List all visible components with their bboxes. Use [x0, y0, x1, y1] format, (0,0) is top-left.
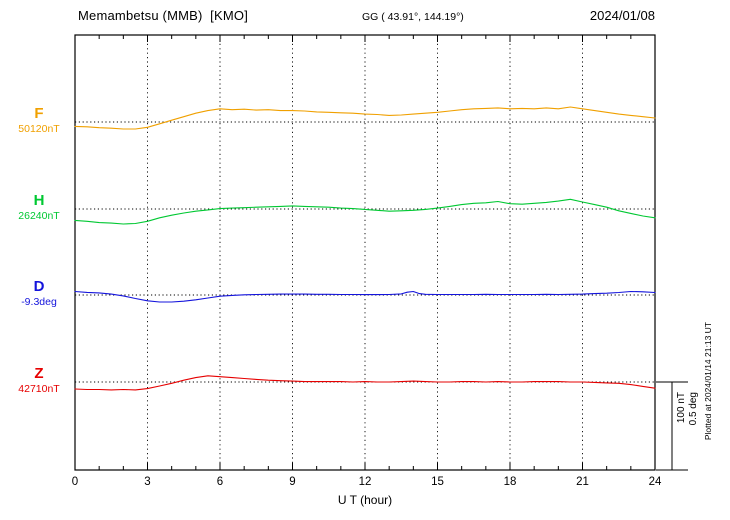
- x-tick-label: 12: [358, 476, 372, 488]
- x-tick-label: 21: [576, 476, 589, 488]
- scale-bar-label-deg: 0.5 deg: [688, 392, 699, 426]
- x-tick-label: 0: [71, 476, 79, 488]
- component-baseline-F: 50120nT: [18, 123, 60, 135]
- x-tick-label: 3: [144, 476, 151, 488]
- x-tick-label: 18: [503, 476, 517, 488]
- x-axis-title: U T (hour): [337, 493, 393, 507]
- component-baseline-Z: 42710nT: [18, 383, 60, 395]
- plotted-at-note: Plotted at 2024/01/14 21:13 UT: [703, 322, 713, 441]
- component-label-H: H 26240nT: [6, 193, 72, 222]
- geographic-coordinates: GG ( 43.91°, 144.19°): [362, 11, 464, 23]
- component-label-D: D -9.3deg: [6, 279, 72, 308]
- component-label-F: F 50120nT: [6, 106, 72, 135]
- x-tick-label: 24: [648, 476, 662, 488]
- component-label-Z: Z 42710nT: [6, 366, 72, 395]
- component-letter-Z: Z: [34, 365, 44, 382]
- component-letter-D: D: [33, 278, 45, 295]
- station-title: Memambetsu (MMB) [KMO]: [78, 8, 249, 23]
- component-baseline-H: 26240nT: [18, 210, 60, 222]
- component-letter-H: H: [33, 192, 45, 209]
- x-tick-label: 9: [289, 476, 296, 488]
- component-letter-F: F: [34, 105, 44, 122]
- scale-bar-label-nt: 100 nT: [676, 392, 687, 424]
- component-baseline-D: -9.3deg: [21, 296, 57, 308]
- x-tick-label: 6: [216, 476, 224, 488]
- observation-date: 2024/01/08: [589, 8, 655, 23]
- x-tick-label: 15: [431, 476, 444, 488]
